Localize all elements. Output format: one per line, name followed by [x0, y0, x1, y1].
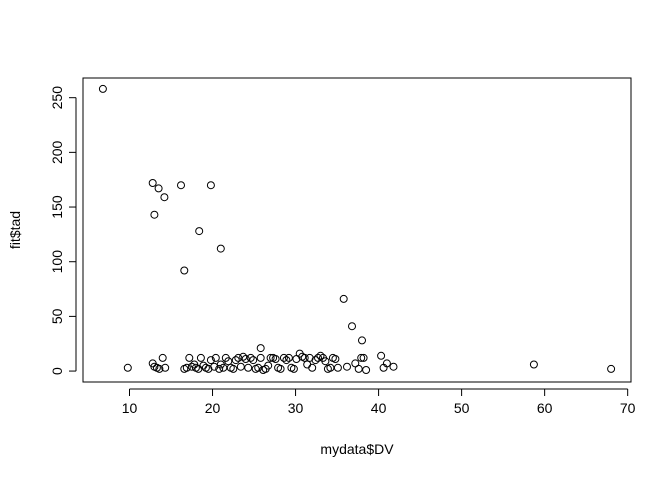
data-point: [256, 344, 265, 353]
data-point: [271, 355, 280, 363]
y-tick-label: 100: [49, 250, 65, 274]
data-point: [358, 336, 366, 345]
data-point: [284, 353, 293, 362]
data-point: [362, 366, 371, 374]
data-point: [316, 351, 325, 360]
data-point: [216, 244, 225, 253]
data-point: [161, 363, 170, 372]
x-axis: 10 20 30 40 50 60 70: [122, 388, 636, 416]
data-point: [354, 364, 363, 373]
plot-box: [82, 77, 632, 383]
data-point: [234, 353, 243, 362]
data-point: [98, 84, 107, 93]
data-point: [211, 353, 220, 362]
x-tick-label: 40: [371, 400, 387, 416]
data-point: [377, 351, 386, 360]
x-tick-label: 10: [122, 400, 138, 416]
data-point: [256, 353, 265, 362]
data-point: [236, 362, 245, 371]
data-point: [279, 353, 288, 362]
x-tick-label: 30: [288, 400, 304, 416]
data-point: [155, 364, 164, 373]
data-point: [244, 363, 253, 372]
data-point: [239, 352, 248, 361]
data-point: [282, 356, 291, 365]
data-point: [194, 364, 203, 373]
y-axis-title: fit$tad: [7, 211, 23, 249]
data-point: [150, 210, 159, 219]
data-point: [389, 362, 398, 371]
data-point: [308, 363, 317, 372]
data-point: [529, 360, 538, 369]
y-tick-label: 0: [49, 367, 65, 375]
data-point: [343, 362, 351, 371]
data-point: [348, 322, 356, 331]
y-tick-label: 50: [49, 308, 65, 324]
data-point: [339, 294, 348, 303]
data-point: [359, 353, 368, 362]
x-axis-title: mydata$DV: [320, 441, 394, 457]
data-point: [266, 353, 275, 362]
data-point: [314, 353, 322, 362]
data-point: [231, 356, 240, 365]
data-point: [206, 356, 215, 365]
y-tick-label: 250: [49, 86, 65, 110]
data-point: [326, 363, 335, 372]
data-point: [264, 361, 273, 370]
y-tick-label: 150: [49, 195, 65, 219]
data-point: [241, 355, 250, 363]
data-point: [182, 363, 191, 372]
data-point: [382, 359, 391, 368]
data-point: [311, 356, 320, 365]
data-point: [160, 193, 169, 202]
x-tick-label: 70: [620, 400, 636, 416]
points-layer: [98, 84, 616, 374]
data-point: [148, 179, 157, 187]
data-point: [254, 363, 263, 372]
y-tick-label: 200: [49, 140, 65, 164]
data-point: [276, 364, 285, 373]
data-point: [158, 353, 167, 362]
x-tick-label: 50: [454, 400, 470, 416]
data-point: [196, 353, 205, 362]
y-axis: 0 50 100 150 200 250: [49, 86, 77, 375]
data-point: [246, 353, 255, 362]
data-point: [333, 363, 342, 372]
data-point: [321, 357, 330, 366]
data-point: [607, 364, 616, 373]
data-point: [185, 353, 194, 362]
data-point: [289, 364, 298, 373]
data-point: [123, 363, 132, 372]
data-point: [154, 184, 163, 193]
data-point: [331, 355, 340, 363]
data-point: [249, 356, 258, 365]
x-tick-label: 60: [537, 400, 553, 416]
data-point: [177, 181, 185, 190]
data-point: [303, 360, 312, 369]
x-tick-label: 20: [205, 400, 221, 416]
data-point: [180, 266, 189, 275]
data-point: [195, 227, 204, 236]
data-point: [206, 181, 215, 190]
data-point: [215, 364, 224, 373]
data-point: [229, 364, 238, 373]
data-point: [357, 353, 366, 362]
